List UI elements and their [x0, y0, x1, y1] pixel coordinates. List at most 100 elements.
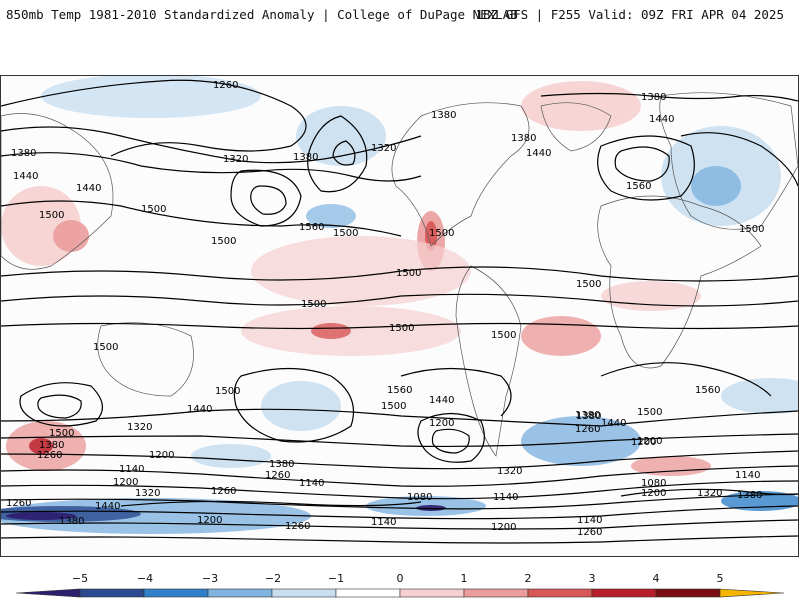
contour-label: 1500 — [141, 204, 166, 215]
colorbar-tick-label: 5 — [717, 572, 724, 585]
contour-label: 1200 — [429, 418, 454, 429]
contour-label: 1140 — [371, 517, 396, 528]
contour-label: 1500 — [381, 401, 406, 412]
map-svg: 1260 1380 1380 1380 1320 1380 1320 1440 … — [1, 76, 798, 544]
contour-label: 1560 — [299, 222, 324, 233]
contour-label: 1320 — [135, 488, 160, 499]
colorbar-tick-label: −4 — [137, 572, 153, 585]
contour-label: 1260 — [577, 527, 602, 538]
contour-label: 1080 — [407, 492, 432, 503]
colorbar-segment — [335, 588, 401, 598]
contour-label: 1140 — [493, 492, 518, 503]
contour-label: 1380 — [269, 459, 294, 470]
colorbar-segment — [207, 588, 273, 598]
contour-label: 1380 — [575, 410, 600, 421]
colorbar-tick-label: −3 — [202, 572, 218, 585]
contour-label: 1440 — [601, 418, 626, 429]
contour-label: 1140 — [735, 470, 760, 481]
contour-label-layer: 1260 1380 1380 1380 1320 1380 1320 1440 … — [6, 80, 764, 538]
coastlines — [1, 92, 798, 457]
contour-label: 1380 — [59, 516, 84, 527]
contour-label: 1260 — [213, 80, 238, 91]
contour-label: 1140 — [299, 478, 324, 489]
colorbar-svg: −5 −4 −3 −2 −1 0 1 2 3 4 5 — [15, 572, 785, 598]
contour-label: 1200 — [149, 450, 174, 461]
colorbar-segment — [463, 588, 529, 598]
contour-label: 1380 — [576, 411, 601, 422]
contour-label: 1200 — [113, 477, 138, 488]
colorbar: −5 −4 −3 −2 −1 0 1 2 3 4 5 — [0, 570, 800, 600]
contour-label: 1500 — [93, 342, 118, 353]
colorbar-segment — [79, 588, 145, 598]
contour-label: 1440 — [76, 183, 101, 194]
contour-label: 1500 — [333, 228, 358, 239]
contour-label: 1380 — [737, 490, 762, 501]
colorbar-segment — [15, 588, 81, 598]
contour-label: 1440 — [95, 501, 120, 512]
contour-label: 1200 — [641, 488, 666, 499]
contour-label: 1500 — [429, 228, 454, 239]
contour-label: 1380 — [293, 152, 318, 163]
contour-label: 1380 — [11, 148, 36, 159]
contour-label: 1320 — [223, 154, 248, 165]
contour-label: 1320 — [497, 466, 522, 477]
contour-label: 1200 — [197, 515, 222, 526]
contour-label: 1500 — [301, 299, 326, 310]
contour-label: 1200 — [637, 436, 662, 447]
contour-label: 1560 — [695, 385, 720, 396]
contour-label: 1260 — [37, 450, 62, 461]
contour-label: 1320 — [371, 143, 396, 154]
model-run-info: 18Z GFS | F255 Valid: 09Z FRI APR 04 202… — [475, 7, 784, 22]
contour-label: 1500 — [389, 323, 414, 334]
contour-label: 1440 — [13, 171, 38, 182]
contour-label: 1260 — [6, 498, 31, 509]
colorbar-tick-label: 2 — [525, 572, 532, 585]
colorbar-tick-label: 0 — [397, 572, 404, 585]
contour-label: 1440 — [429, 395, 454, 406]
contour-label: 1380 — [511, 133, 536, 144]
colorbar-tick-label: 4 — [653, 572, 660, 585]
contour-label: 1560 — [626, 181, 651, 192]
contour-label: 1500 — [739, 224, 764, 235]
colorbar-segment — [591, 588, 657, 598]
contour-label: 1380 — [431, 110, 456, 121]
height-contours — [1, 79, 798, 544]
header: 850mb Temp 1981-2010 Standardized Anomal… — [0, 0, 800, 30]
colorbar-tick-label: 3 — [589, 572, 596, 585]
colorbar-segment — [143, 588, 209, 598]
contour-label: 1440 — [649, 114, 674, 125]
contour-label: 1500 — [49, 428, 74, 439]
contour-label: 1500 — [637, 407, 662, 418]
colorbar-tick-label: −1 — [328, 572, 344, 585]
colorbar-segment — [271, 588, 337, 598]
contour-label: 1380 — [39, 440, 64, 451]
contour-label: 1500 — [39, 210, 64, 221]
colorbar-segment — [399, 588, 465, 598]
colorbar-segment — [655, 588, 721, 598]
colorbar-tick-label: 1 — [461, 572, 468, 585]
colorbar-tick-label: −5 — [72, 572, 88, 585]
contour-label: 1080 — [641, 478, 666, 489]
colorbar-segments — [15, 588, 785, 598]
contour-label: 1500 — [215, 386, 240, 397]
colorbar-segment — [527, 588, 593, 598]
colorbar-ticks: −5 −4 −3 −2 −1 0 1 2 3 4 5 — [72, 572, 724, 585]
contour-label: 1140 — [119, 464, 144, 475]
anomaly-map: 1260 1380 1380 1380 1320 1380 1320 1440 … — [0, 75, 799, 557]
colorbar-tick-label: −2 — [265, 572, 281, 585]
contour-label: 1200 — [631, 437, 656, 448]
contour-label: 1500 — [491, 330, 516, 341]
contour-label: 1260 — [265, 470, 290, 481]
contour-label: 1440 — [187, 404, 212, 415]
contour-label: 1320 — [127, 422, 152, 433]
contour-label: 1380 — [641, 92, 666, 103]
contour-label: 1500 — [396, 268, 421, 279]
contour-label: 1260 — [285, 521, 310, 532]
contour-label: 1260 — [211, 486, 236, 497]
contour-label: 1440 — [526, 148, 551, 159]
contour-label: 1500 — [211, 236, 236, 247]
contour-label: 1320 — [697, 488, 722, 499]
contour-label: 1260 — [575, 424, 600, 435]
map-title: 850mb Temp 1981-2010 Standardized Anomal… — [6, 7, 518, 22]
contour-label: 1140 — [577, 515, 602, 526]
